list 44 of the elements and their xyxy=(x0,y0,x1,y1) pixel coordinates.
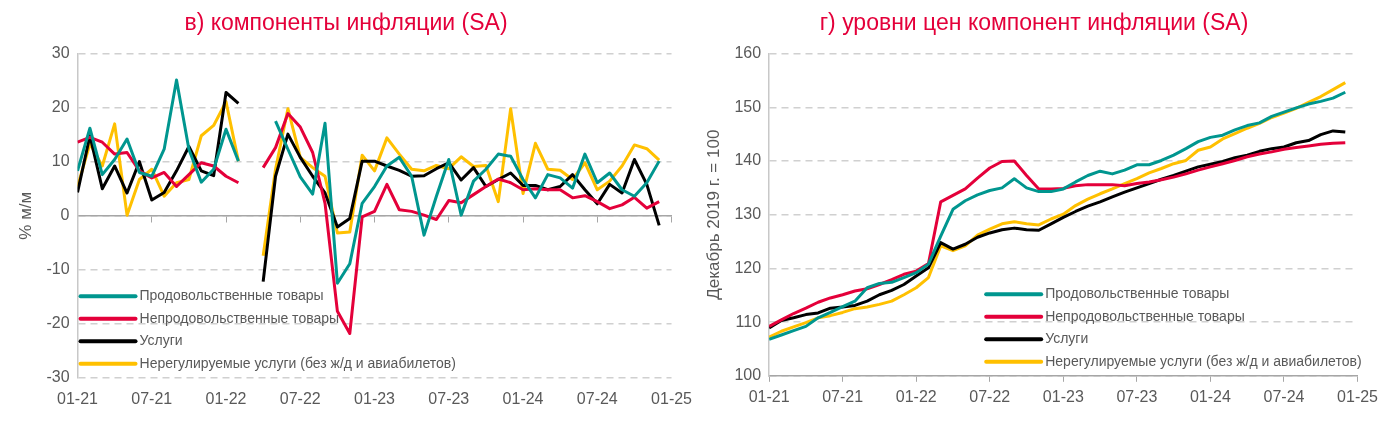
x-tick-label: 07-23 xyxy=(1116,387,1158,405)
x-tick-label: 01-24 xyxy=(1189,387,1231,405)
y-tick-label: 110 xyxy=(735,312,762,330)
y-tick-label: -30 xyxy=(46,368,70,386)
y-tick-label: 150 xyxy=(734,97,762,115)
x-tick-label: 01-21 xyxy=(57,389,99,407)
legend-label: Нерегулируемые услуги (без ж/д и авиабилетов) xyxy=(139,354,456,371)
y-tick-label: 140 xyxy=(734,151,762,169)
legend-label: Непродовольственные товары xyxy=(1045,307,1245,324)
y-tick-label: 0 xyxy=(60,206,70,224)
legend-label: Непродовольственные товары xyxy=(139,309,340,326)
x-tick-label: 01-25 xyxy=(1337,387,1379,405)
x-tick-label: 01-23 xyxy=(354,389,396,407)
x-tick-label: 01-25 xyxy=(651,389,693,407)
x-tick-label: 01-21 xyxy=(748,387,790,405)
x-tick-label: 07-24 xyxy=(1263,387,1305,405)
y-tick-label: 10 xyxy=(51,152,70,170)
y-tick-label: -20 xyxy=(46,314,70,332)
x-tick-label: 07-21 xyxy=(131,389,173,407)
x-tick-label: 01-24 xyxy=(502,389,544,407)
y-tick-label: 130 xyxy=(734,205,762,223)
x-tick-label: 01-22 xyxy=(895,387,937,405)
y-tick-label: 20 xyxy=(51,98,70,116)
y-tick-label: -10 xyxy=(46,260,70,278)
chart-title: г) уровни цен компонент инфляции (SA) xyxy=(819,9,1249,36)
legend-label: Продовольственные товары xyxy=(1045,285,1230,302)
legend-label: Нерегулируемые услуги (без ж/д и авиабилетов) xyxy=(1045,352,1362,369)
chart-title: в) компоненты инфляции (SA) xyxy=(184,9,508,36)
y-axis-title: % м/м xyxy=(15,191,35,240)
x-tick-label: 07-24 xyxy=(576,389,618,407)
x-tick-label: 07-22 xyxy=(279,389,321,407)
y-tick-label: 120 xyxy=(734,258,762,276)
x-tick-label: 07-23 xyxy=(428,389,470,407)
legend-label: Услуги xyxy=(1045,330,1089,347)
x-tick-label: 07-22 xyxy=(969,387,1011,405)
x-tick-label: 01-22 xyxy=(205,389,247,407)
x-tick-label: 01-23 xyxy=(1042,387,1084,405)
y-axis-title: Декабрь 2019 г. = 100 xyxy=(703,129,723,300)
legend-label: Услуги xyxy=(139,332,183,349)
x-tick-label: 07-21 xyxy=(822,387,864,405)
y-tick-label: 100 xyxy=(734,366,762,384)
y-tick-label: 160 xyxy=(734,44,762,62)
y-tick-label: 30 xyxy=(51,44,70,62)
legend-label: Продовольственные товары xyxy=(139,287,324,304)
